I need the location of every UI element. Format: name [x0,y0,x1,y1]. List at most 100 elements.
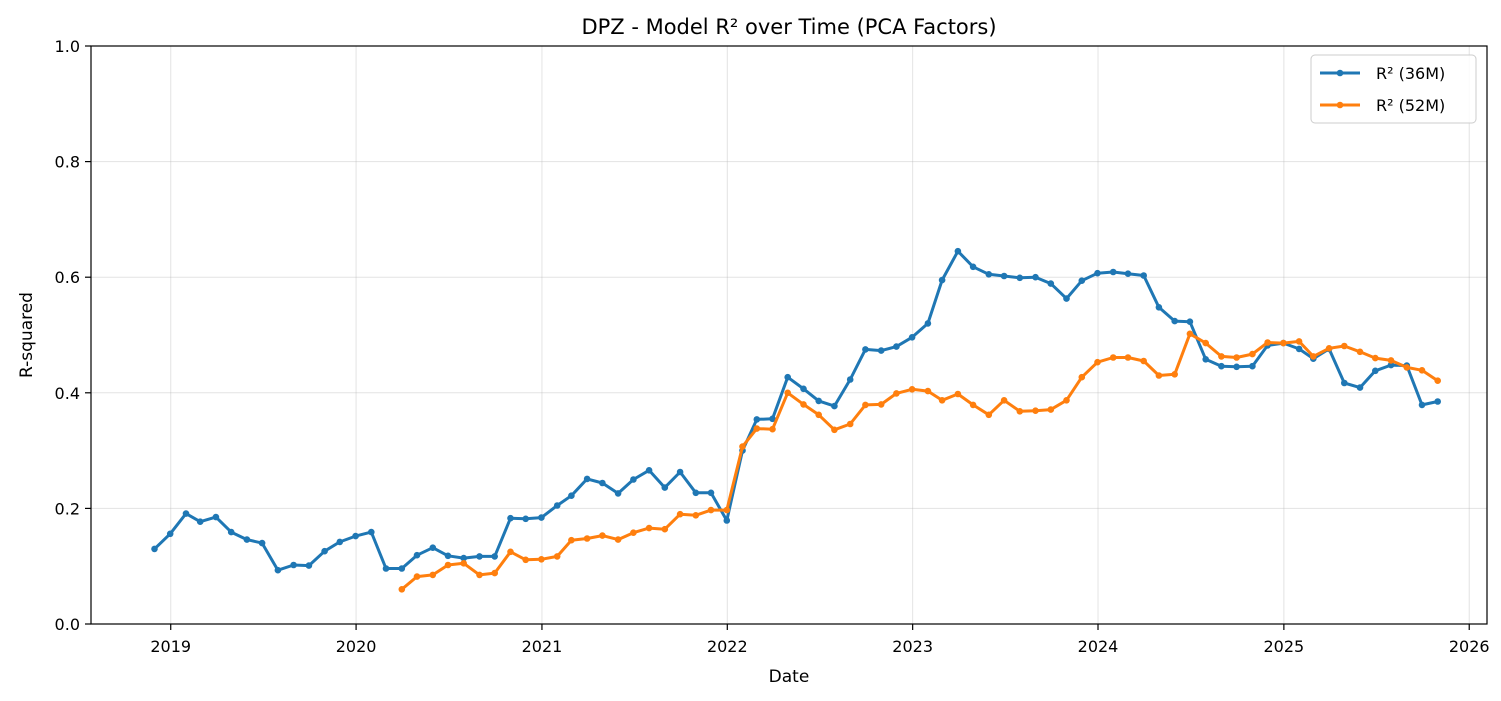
data-point [274,566,282,574]
y-tick-label: 0.0 [55,615,80,634]
x-tick-label: 2019 [150,637,191,656]
data-point [1000,272,1008,280]
data-point [460,560,468,567]
data-point [707,489,715,497]
data-point [908,386,916,393]
data-point [1078,373,1086,381]
y-tick-label: 0.8 [55,153,80,172]
data-point [1032,273,1039,281]
data-point [258,539,266,547]
x-axis: 2019 2020 2021 2022 2023 2024 2025 2026 [150,624,1490,656]
data-point [800,401,807,408]
data-point [1063,397,1070,404]
data-point [196,518,204,525]
x-tick-label: 2026 [1449,637,1490,656]
data-point [583,475,591,483]
data-point [1403,364,1411,371]
data-point [243,536,251,543]
data-point [1387,357,1395,364]
data-point [1016,408,1024,415]
data-point [1325,345,1333,352]
data-point [212,513,220,521]
data-point [630,476,637,483]
data-point [1280,339,1287,347]
data-point [553,502,561,509]
data-point [1109,354,1117,361]
data-point [538,514,545,521]
data-point [1356,348,1364,356]
data-point [1124,270,1132,278]
data-point [862,346,869,353]
data-point [938,397,946,404]
data-point [1094,358,1101,366]
chart-title: DPZ - Model R² over Time (PCA Factors) [581,15,996,39]
data-point [739,443,746,450]
data-point [398,586,406,593]
data-point [784,373,791,381]
data-point [1047,406,1055,413]
data-point [692,489,700,497]
x-tick-label: 2023 [892,637,933,656]
data-point [336,538,344,546]
data-point [444,561,452,569]
y-tick-label: 1.0 [55,37,80,56]
data-point [429,571,437,579]
data-point [1109,268,1117,276]
data-point [522,515,529,523]
data-point [723,506,731,514]
data-point [969,263,977,271]
data-point [491,569,499,577]
data-point [692,512,700,519]
data-point [1171,317,1178,325]
data-point [753,416,761,423]
data-point [1155,304,1163,311]
data-point [305,562,313,569]
y-axis-label: R-squared [17,292,37,378]
data-point [352,532,359,540]
x-tick-label: 2024 [1078,637,1119,656]
data-point [846,420,854,428]
data-point [522,556,529,564]
x-tick-label: 2021 [522,637,563,656]
data-point [444,552,452,560]
data-point [1186,318,1194,326]
data-point [969,401,977,409]
data-point [723,517,731,524]
legend-label: R² (36M) [1376,64,1445,83]
data-point [1171,371,1178,378]
data-point [1218,353,1225,360]
data-point [1000,397,1008,404]
data-point [599,479,606,487]
data-point [769,415,776,423]
data-point [1341,379,1348,387]
data-point [398,565,406,572]
data-point [1356,384,1364,391]
data-point [1434,377,1441,385]
x-axis-label: Date [769,667,810,687]
data-point [1372,354,1379,362]
data-point [908,334,916,341]
data-point [1233,354,1240,361]
data-point [862,401,869,409]
series-layer [151,247,1441,593]
data-point [1016,274,1024,282]
data-point [1094,269,1101,277]
legend: R² (36M) R² (52M) [1310,54,1477,124]
data-point [476,553,483,560]
data-point [413,573,421,580]
data-point [784,389,791,397]
data-point [1295,338,1303,345]
data-point [985,271,993,278]
data-point [815,397,822,405]
data-point [166,530,174,538]
data-point [1140,357,1147,365]
data-point [583,535,591,542]
data-point [1078,277,1086,285]
x-tick-label: 2020 [336,637,377,656]
data-point [1249,350,1256,358]
data-point [877,401,885,408]
data-point [954,247,962,255]
data-point [1418,401,1426,409]
data-point [877,347,885,354]
data-point [676,510,684,518]
